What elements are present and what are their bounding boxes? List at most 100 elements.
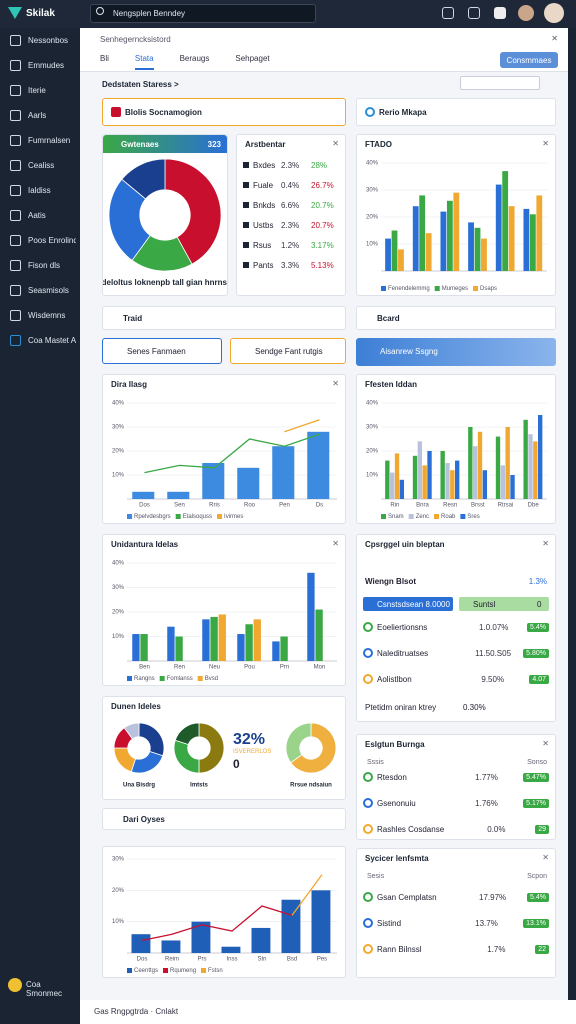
close[interactable]: ✕ — [542, 853, 549, 862]
big-stat: 32% — [233, 731, 266, 748]
sidebar-footer[interactable]: Coa Smonmec — [26, 980, 63, 998]
sidebar-item[interactable]: Iterie — [28, 86, 46, 95]
sidebar-item[interactable]: Poos Enrolinds — [28, 236, 76, 245]
sidebar-item[interactable]: Coa Mastet Aues — [28, 336, 76, 345]
close[interactable]: ✕ — [332, 379, 339, 388]
list-row: Rann Bilnssl 1.7% 22 — [363, 941, 549, 957]
y-tick-label: 20% — [112, 888, 125, 894]
bar — [446, 200, 453, 271]
cell: Bnkds — [253, 200, 276, 210]
bar — [412, 206, 419, 271]
panel-title: FTADO — [365, 140, 392, 149]
filter-chip[interactable]: Sendge Fant rutgis — [230, 338, 346, 364]
chart-panel: FTADO ✕ 10% 20% 30% 40% Fenendelemmg Mumeges Dsa… — [356, 134, 556, 296]
pie-slice — [108, 178, 151, 261]
sidebar-item[interactable]: Nessonbos — [28, 36, 69, 45]
y-tick-label: 40% — [366, 401, 379, 407]
column-head: Scpon — [527, 873, 547, 880]
filter-control[interactable] — [460, 76, 540, 90]
list-panel: Sycicer lenfsmta ✕ Sesis Scpon Gsan Cemplats… — [356, 848, 556, 978]
cell: 2.3% — [281, 220, 300, 230]
tab[interactable]: Stata — [134, 54, 154, 70]
y-tick-label: 10% — [366, 473, 379, 479]
close[interactable]: ✕ — [542, 539, 549, 548]
sidebar-item[interactable]: Seasmisols — [28, 286, 69, 295]
sidebar-icon — [10, 210, 21, 221]
legend-swatch — [434, 514, 440, 519]
bar — [477, 431, 483, 499]
sidebar-icon — [10, 35, 21, 46]
bar — [419, 195, 426, 271]
panel-title: Cpsrggel uin bleptan — [365, 540, 445, 549]
legend-label: Rpelvdesbgrs — [134, 514, 171, 520]
bar — [272, 446, 295, 499]
footer: Gas Rngpgtrda · Cnlakt — [80, 1000, 576, 1024]
row-name: Gsenonuiu — [377, 798, 416, 808]
row-name: Rashles Cosdanse — [377, 824, 445, 834]
avatar[interactable] — [544, 3, 564, 23]
sidebar-item[interactable]: Fison dls — [28, 261, 61, 270]
notification-button[interactable] — [494, 7, 506, 19]
close[interactable]: ✕ — [332, 139, 339, 148]
line — [291, 874, 323, 916]
close[interactable]: ✕ — [551, 34, 558, 43]
tag[interactable]: Suntsl — [459, 597, 549, 611]
row-value: 1.7% — [487, 944, 506, 954]
bar — [427, 451, 432, 499]
card: Traid — [102, 306, 346, 330]
icon-button[interactable] — [442, 7, 454, 19]
cell: 3.17% — [311, 240, 334, 250]
filter-chip[interactable]: Senes Fanmaen — [102, 338, 222, 364]
line — [284, 419, 320, 433]
bar — [445, 463, 450, 499]
close[interactable]: ✕ — [542, 739, 549, 748]
search-icon — [96, 7, 104, 15]
cell: 26.7% — [311, 180, 334, 190]
action-button[interactable]: Consmmaes — [500, 52, 558, 68]
sidebar-item[interactable]: Ialdiss — [28, 186, 51, 195]
icon-button[interactable] — [468, 7, 480, 19]
list-row: Aolistlbon 9.50% 4.07 — [363, 671, 549, 687]
sidebar-item[interactable]: Cealiss — [28, 161, 55, 170]
bar — [202, 463, 225, 499]
filter-chip[interactable]: Aisanrew Ssgng — [356, 338, 556, 366]
tab[interactable]: Sehpaget — [235, 54, 270, 63]
search-box[interactable]: Nengsplen Benndey — [90, 4, 316, 23]
column-head: Sesis — [367, 873, 385, 880]
bar — [481, 238, 487, 271]
chip-label: Aisanrew Ssgng — [380, 347, 438, 356]
panel-header-bg — [103, 135, 227, 153]
legend-label: Zenc — [416, 514, 429, 520]
breadcrumb: Senhegerncksistord — [100, 35, 171, 44]
bar — [394, 453, 400, 499]
row-badge: 5.47% — [523, 772, 549, 782]
table-row: Rsus 1.2% 3.17% — [243, 237, 339, 253]
sidebar-icon — [10, 310, 21, 321]
legend-swatch — [127, 514, 132, 519]
tab[interactable]: Beraugs — [179, 54, 210, 63]
row-badge: 5.80% — [523, 648, 549, 658]
close[interactable]: ✕ — [332, 539, 339, 548]
legend-swatch — [381, 286, 386, 291]
legend-label: Sres — [467, 514, 479, 520]
y-tick-label: 30% — [112, 425, 125, 431]
sidebar-item[interactable]: Wisdemns — [28, 311, 66, 320]
tag[interactable]: Csnstsdsean 8.0000 — [363, 597, 453, 611]
sidebar-item[interactable]: Fumrnalsen — [28, 136, 71, 145]
legend-label: Fenendelemmg — [388, 286, 430, 292]
legend-label: Fstsn — [208, 968, 223, 974]
sidebar-item[interactable]: Aatis — [28, 211, 46, 220]
x-tick-label: Rin — [390, 503, 399, 509]
sidebar-item[interactable]: Aarls — [28, 111, 47, 120]
row-name: Rtesdon — [377, 772, 407, 782]
close[interactable]: ✕ — [542, 139, 549, 148]
avatar[interactable] — [518, 5, 534, 21]
chart-caption: Una Bisdrg — [123, 783, 155, 789]
y-tick-label: 30% — [112, 857, 125, 863]
legend-swatch — [159, 676, 165, 681]
panel-title: Sycicer lenfsmta — [365, 854, 429, 863]
sidebar-item[interactable]: Emmudes — [28, 61, 65, 70]
tab[interactable]: Bli — [100, 54, 109, 63]
donut-panel: Gwtenaes 323 Dedeloltus loknenpb tall gi… — [102, 134, 228, 296]
